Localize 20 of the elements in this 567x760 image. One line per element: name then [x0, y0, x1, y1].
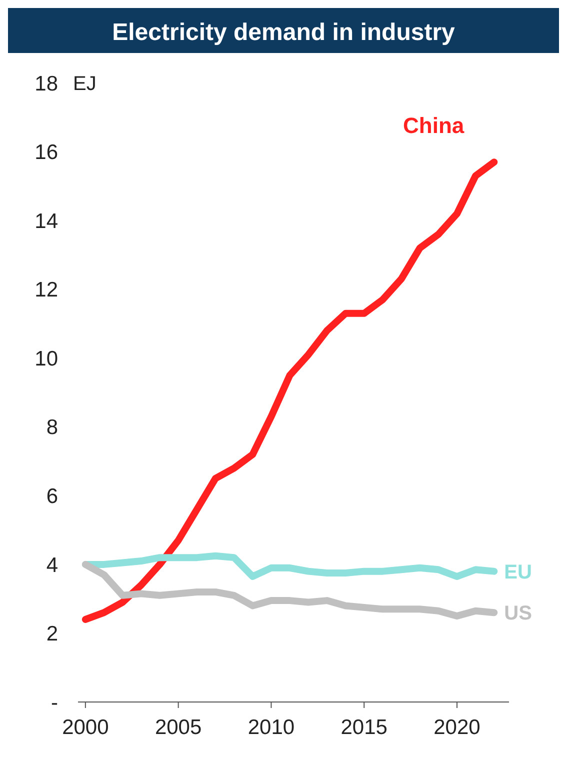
x-tick-label: 2015 — [340, 716, 388, 739]
chart-title: Electricity demand in industry — [112, 19, 456, 46]
y-tick-label: 6 — [46, 485, 58, 508]
y-axis-title: EJ — [73, 73, 96, 95]
y-tick-label: 4 — [46, 554, 58, 577]
x-tick-label: 2005 — [154, 716, 202, 739]
y-tick-label: 2 — [46, 622, 58, 646]
y-tick-label: 14 — [34, 210, 58, 233]
y-tick-label: 10 — [34, 347, 58, 370]
series-label: US — [504, 602, 532, 625]
x-tick-label: 2020 — [434, 716, 480, 739]
x-tick-label: 2000 — [62, 716, 109, 739]
y-tick-label: 8 — [46, 416, 58, 440]
y-tick-label: 18 — [34, 72, 58, 96]
y-tick-label: - — [51, 691, 58, 714]
y-tick-label: 16 — [34, 141, 58, 164]
y-tick-label: 12 — [34, 278, 58, 302]
series-label: China — [403, 113, 465, 138]
x-tick-label: 2010 — [248, 716, 295, 739]
series-label: EU — [504, 561, 532, 584]
